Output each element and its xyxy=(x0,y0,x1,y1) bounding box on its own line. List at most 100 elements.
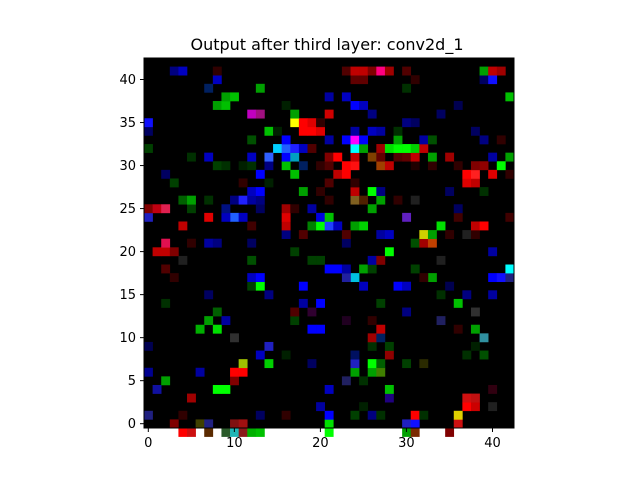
heatmap-cell xyxy=(376,195,386,205)
heatmap-cell xyxy=(221,204,231,214)
x-axis: 0 10 20 30 40 xyxy=(144,428,501,451)
heatmap-cell xyxy=(221,101,231,110)
heatmap-cell xyxy=(212,66,222,76)
heatmap-cell xyxy=(324,161,334,171)
heatmap-cell xyxy=(462,230,472,239)
heatmap-cell xyxy=(445,152,455,162)
heatmap-cell xyxy=(333,221,343,231)
heatmap-cell xyxy=(273,144,282,153)
heatmap-cell xyxy=(281,101,291,110)
heatmap-cell xyxy=(350,152,360,162)
y-tick-label: 15 xyxy=(119,288,136,303)
heatmap-cell xyxy=(298,118,308,128)
heatmap-cell xyxy=(376,359,386,369)
heatmap-cell xyxy=(436,109,446,119)
heatmap-cell xyxy=(350,221,360,231)
heatmap-cell xyxy=(187,195,196,205)
heatmap-cell xyxy=(419,410,429,420)
heatmap-cell xyxy=(333,264,343,274)
heatmap-cell xyxy=(255,350,265,360)
heatmap-cell xyxy=(462,393,472,403)
heatmap-cell xyxy=(204,419,214,429)
y-tick-label: 25 xyxy=(119,202,136,217)
heatmap-cell xyxy=(462,402,472,412)
heatmap-cell xyxy=(324,212,334,222)
heatmap-cell xyxy=(384,247,394,257)
y-tick-label: 10 xyxy=(119,331,136,346)
heatmap-cell xyxy=(470,161,480,171)
heatmap-cell xyxy=(436,255,446,265)
heatmap-cell xyxy=(359,281,369,291)
x-tick-label: 30 xyxy=(398,436,415,451)
heatmap-cell xyxy=(341,66,351,76)
heatmap-cell xyxy=(410,144,420,153)
heatmap-cell xyxy=(281,152,291,162)
heatmap-cell xyxy=(462,169,472,179)
heatmap-cell xyxy=(427,273,437,283)
heatmap-cell xyxy=(488,273,498,283)
y-axis: 0 5 10 15 20 25 30 35 40 xyxy=(119,73,144,432)
heatmap-cell xyxy=(316,118,325,128)
heatmap-cell xyxy=(204,152,214,162)
heatmap-cell xyxy=(384,161,394,171)
heatmap-cell xyxy=(307,126,317,136)
heatmap-cell xyxy=(376,324,386,334)
heatmap-cell xyxy=(359,221,369,231)
heatmap-cell xyxy=(247,221,257,231)
heatmap-cell xyxy=(367,333,377,343)
heatmap-cell xyxy=(307,118,317,128)
heatmap-cell xyxy=(350,359,360,369)
heatmap-cell xyxy=(462,178,472,188)
heatmap-cell xyxy=(488,290,498,300)
heatmap-cell xyxy=(350,350,360,360)
heatmap-cell xyxy=(453,298,463,308)
heatmap-cell xyxy=(496,135,506,145)
heatmap-cell xyxy=(255,204,265,214)
heatmap-cell xyxy=(187,152,196,162)
heatmap-cell xyxy=(470,324,480,334)
heatmap-cell xyxy=(376,255,386,265)
heatmap-cell xyxy=(161,264,171,274)
heatmap-cell xyxy=(367,66,377,76)
heatmap-cell xyxy=(144,118,153,128)
y-tick-label: 20 xyxy=(119,245,136,260)
heatmap-cell xyxy=(221,428,231,437)
heatmap-cell xyxy=(324,195,334,205)
heatmap-cell xyxy=(204,316,214,326)
heatmap-cell xyxy=(238,428,248,437)
heatmap-cell xyxy=(255,109,265,119)
heatmap-cell xyxy=(324,92,334,102)
heatmap-cell xyxy=(169,247,179,257)
heatmap-cell xyxy=(307,144,317,153)
heatmap-cell xyxy=(384,393,394,403)
y-tick-label: 35 xyxy=(119,116,136,131)
heatmap-cell xyxy=(316,255,325,265)
heatmap-cell xyxy=(247,161,257,171)
heatmap-cell xyxy=(350,187,360,196)
heatmap-cell xyxy=(350,135,360,145)
heatmap-cell xyxy=(367,204,377,214)
heatmap-cell xyxy=(367,187,377,196)
heatmap-cell xyxy=(324,428,334,437)
heatmap-cell xyxy=(470,178,480,188)
heatmap-cell xyxy=(393,135,403,145)
heatmap-cell xyxy=(505,92,515,102)
heatmap-cell xyxy=(204,428,214,437)
heatmap-cell xyxy=(350,367,360,377)
y-tick-label: 5 xyxy=(128,374,136,389)
heatmap-cell xyxy=(350,410,360,420)
heatmap-cell xyxy=(350,161,360,171)
heatmap-cell xyxy=(402,307,412,317)
heatmap-cell xyxy=(488,152,498,162)
heatmap-cell xyxy=(324,264,334,274)
heatmap-cell xyxy=(161,238,171,248)
heatmap-cell xyxy=(436,316,446,326)
heatmap-cell xyxy=(376,230,386,239)
heatmap-cell xyxy=(324,135,334,145)
heatmap-cell xyxy=(376,333,386,343)
heatmap-cell xyxy=(324,178,334,188)
heatmap-cell xyxy=(144,410,153,420)
heatmap-cell xyxy=(402,118,412,128)
heatmap-cell xyxy=(144,212,153,222)
heatmap-cell xyxy=(376,66,386,76)
